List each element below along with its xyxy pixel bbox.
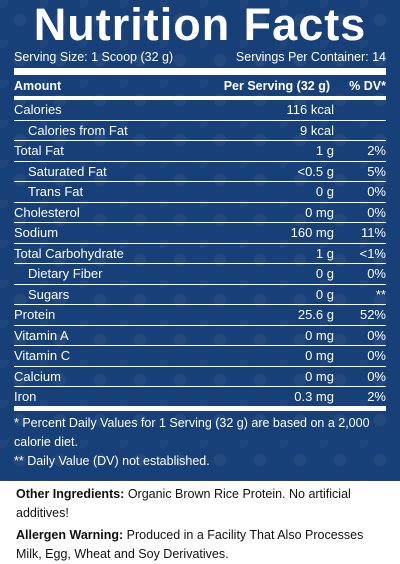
- nutrition-facts-panel: Nutrition Facts Serving Size: 1 Scoop (3…: [14, 0, 386, 481]
- nutrient-amount: 0 mg: [305, 368, 334, 384]
- servings-per-container: Servings Per Container: 14: [235, 50, 386, 64]
- nutrient-dv: 5%: [367, 163, 386, 179]
- nutrient-row: Iron 0.3 mg 2%: [14, 387, 386, 411]
- nutrient-dv: 0%: [367, 327, 386, 343]
- table-header: Amount Per Serving (32 g) % DV*: [14, 75, 386, 100]
- nutrient-row: Dietary Fiber 0 g 0%: [14, 264, 386, 285]
- nutrient-amount: 116 kcal: [286, 102, 334, 118]
- other-ingredients: Other Ingredients: Organic Brown Rice Pr…: [16, 485, 392, 523]
- header-dv: % DV*: [349, 78, 386, 93]
- nutrient-row: Vitamin C 0 mg 0%: [14, 346, 386, 367]
- nutrient-name: Vitamin C: [14, 348, 71, 364]
- ingredients-label: Other Ingredients:: [16, 487, 125, 501]
- thick-divider: [14, 68, 386, 75]
- nutrient-amount: 1 g: [315, 143, 334, 159]
- nutrient-amount: 0 g: [315, 266, 334, 282]
- nutrient-dv: 11%: [360, 225, 386, 241]
- nutrient-dv: 52%: [359, 307, 386, 323]
- ingredients-text: Organic Brown Rice Protein. No artificia…: [16, 487, 351, 520]
- nutrient-name: Iron: [14, 389, 37, 404]
- nutrient-row: Total Fat 1 g 2%: [14, 141, 386, 162]
- nutrient-name: Sodium: [14, 225, 59, 241]
- nutrient-name: Trans Fat: [28, 184, 84, 200]
- nutrient-name: Cholesterol: [14, 204, 80, 220]
- nutrient-row: Protein 25.6 g 52%: [14, 305, 386, 326]
- nutrient-row: Calcium 0 mg 0%: [14, 367, 386, 387]
- nutrient-row: Trans Fat 0 g 0%: [14, 182, 386, 203]
- nutrient-amount: 9 kcal: [300, 122, 334, 138]
- nutrient-name: Calories: [14, 102, 62, 118]
- header-per-serving: Per Serving (32 g): [223, 78, 330, 93]
- nutrient-dv: 2%: [367, 389, 386, 404]
- nutrient-name: Total Carbohydrate: [14, 245, 124, 261]
- nutrient-row: Calories from Fat 9 kcal: [14, 121, 386, 141]
- nutrient-name: Saturated Fat: [28, 163, 107, 179]
- ingredients-section: Other Ingredients: Organic Brown Rice Pr…: [0, 481, 400, 561]
- nutrient-row: Sugars 0 g **: [14, 285, 386, 305]
- allergen-label: Allergen Warning:: [16, 528, 124, 542]
- nutrient-amount: <0.5 g: [297, 163, 334, 179]
- nutrition-title: Nutrition Facts: [33, 0, 367, 50]
- nutrient-dv: 0%: [367, 368, 386, 384]
- nutrient-dv: 0%: [367, 184, 386, 200]
- nutrient-amount: 0 mg: [305, 348, 334, 364]
- nutrient-dv: **: [375, 286, 386, 302]
- footnote-daily-values: * Percent Daily Values for 1 Serving (32…: [14, 416, 370, 449]
- nutrient-amount: 0 mg: [305, 204, 334, 220]
- footnote-not-established: ** Daily Value (DV) not established.: [14, 454, 210, 468]
- nutrient-amount: 0 g: [315, 286, 334, 302]
- nutrient-amount: 160 mg: [290, 225, 334, 241]
- header-amount: Amount: [14, 78, 62, 93]
- nutrient-amount: 0.3 mg: [294, 389, 334, 404]
- nutrient-name: Dietary Fiber: [28, 266, 103, 282]
- nutrient-dv: 0%: [367, 266, 386, 282]
- nutrient-row: Sodium 160 mg 11%: [14, 223, 386, 244]
- nutrient-rows: Calories 116 kcal Calories from Fat 9 kcal T…: [14, 100, 386, 411]
- nutrient-amount: 25.6 g: [297, 307, 334, 323]
- allergen-warning: Allergen Warning: Produced in a Facility…: [16, 526, 392, 564]
- nutrient-row: Cholesterol 0 mg 0%: [14, 203, 386, 223]
- nutrient-amount: 1 g: [315, 245, 334, 261]
- nutrient-name: Protein: [14, 307, 56, 323]
- nutrient-name: Total Fat: [14, 143, 64, 159]
- nutrient-name: Sugars: [28, 286, 70, 302]
- nutrient-name: Calcium: [14, 368, 61, 384]
- nutrient-dv: 2%: [367, 143, 386, 159]
- nutrient-dv: 0%: [367, 348, 386, 364]
- nutrient-row: Total Carbohydrate 1 g <1%: [14, 244, 386, 264]
- footnotes: * Percent Daily Values for 1 Serving (32…: [14, 414, 386, 471]
- nutrient-dv: <1%: [359, 245, 386, 261]
- serving-size: Serving Size: 1 Scoop (32 g): [14, 50, 174, 64]
- nutrient-name: Calories from Fat: [28, 122, 128, 138]
- nutrient-row: Vitamin A 0 mg 0%: [14, 326, 386, 346]
- nutrient-amount: 0 g: [315, 184, 334, 200]
- nutrient-name: Vitamin A: [14, 327, 69, 343]
- serving-info: Serving Size: 1 Scoop (32 g) Servings Pe…: [14, 49, 386, 65]
- nutrient-dv: 0%: [367, 204, 386, 220]
- nutrient-row: Calories 116 kcal: [14, 100, 386, 121]
- nutrient-amount: 0 mg: [305, 327, 334, 343]
- nutrient-row: Saturated Fat <0.5 g 5%: [14, 162, 386, 182]
